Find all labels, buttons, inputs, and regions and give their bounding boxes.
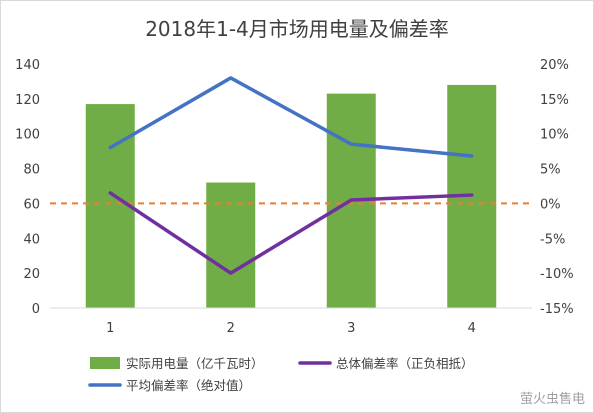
series-line — [108, 76, 474, 158]
y-right-tick-label: -5% — [540, 232, 565, 247]
x-tick-label: 4 — [468, 321, 476, 336]
y-left-tick-label: 60 — [23, 197, 40, 212]
legend-label: 平均偏差率（绝对值） — [126, 378, 251, 393]
y-right-tick-label: 15% — [540, 93, 569, 108]
y-right-tick-label: 0% — [540, 197, 561, 212]
x-tick-label: 1 — [106, 321, 114, 336]
bar — [206, 182, 256, 308]
legend-swatch — [90, 357, 120, 369]
chart-title: 2018年1-4月市场用电量及偏差率 — [145, 17, 449, 41]
legend-label: 实际用电量（亿千瓦时） — [126, 356, 264, 371]
y-left-tick-label: 100 — [15, 128, 40, 143]
y-left-tick-label: 80 — [23, 163, 40, 178]
y-right-tick-label: 10% — [540, 128, 569, 143]
y-left-tick-label: 40 — [23, 232, 40, 247]
y-left-tick-label: 120 — [15, 93, 40, 108]
y-right-tick-label: 5% — [540, 163, 561, 178]
watermark-text: 萤火虫售电 — [520, 391, 585, 407]
y-left-tick-label: 140 — [15, 58, 40, 73]
y-left-tick-label: 0 — [32, 302, 40, 317]
y-right-tick-label: -15% — [540, 302, 574, 317]
y-right-tick-label: 20% — [540, 58, 569, 73]
y-right-tick-label: -10% — [540, 267, 574, 282]
x-tick-label: 2 — [227, 321, 235, 336]
y-left-tick-label: 20 — [23, 267, 40, 282]
x-tick-label: 3 — [347, 321, 355, 336]
legend-label: 总体偏差率（正负相抵） — [336, 356, 474, 371]
series-line — [108, 191, 474, 275]
